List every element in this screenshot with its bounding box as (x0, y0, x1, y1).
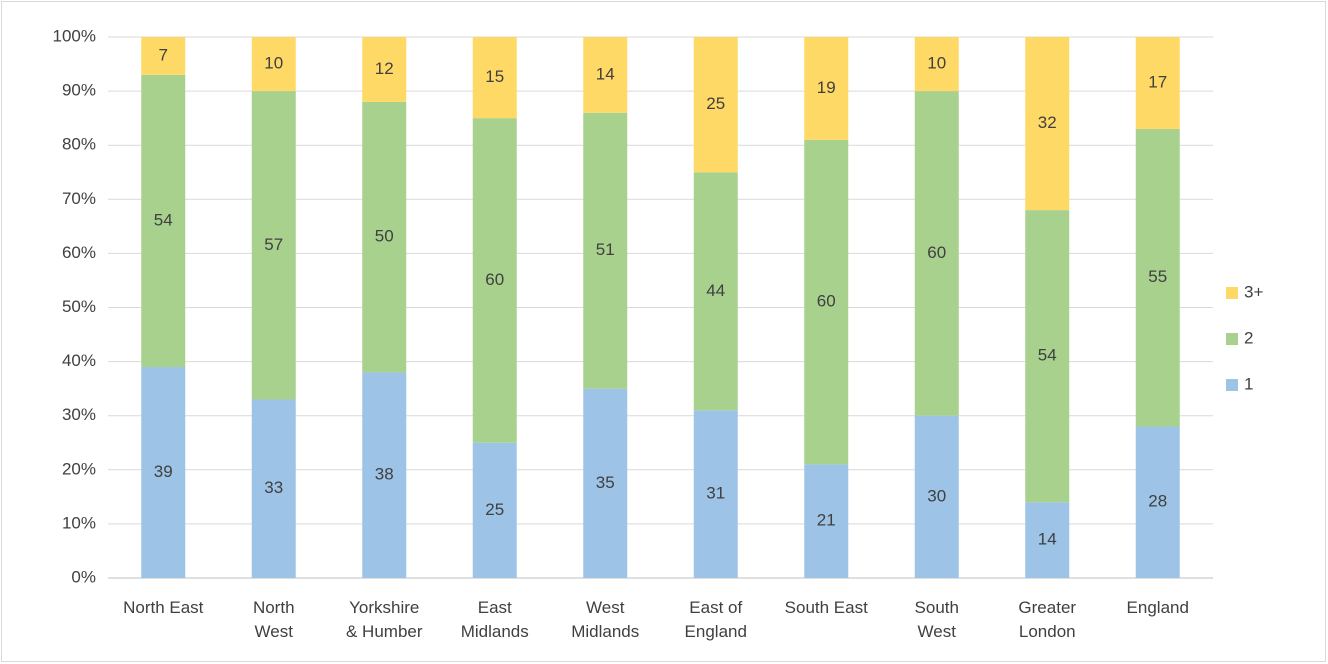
legend-swatch (1226, 379, 1238, 391)
legend-label: 3+ (1244, 282, 1263, 301)
bar-segment (472, 37, 517, 119)
bar-segment (804, 464, 849, 578)
data-label: 10 (264, 54, 283, 73)
data-label: 30 (927, 486, 946, 505)
data-label: 10 (927, 54, 946, 73)
bar-segment (251, 399, 296, 578)
bar-segment (914, 415, 959, 578)
y-tick-label: 100% (53, 26, 96, 45)
bar-segment (362, 37, 407, 102)
data-label: 57 (264, 235, 283, 254)
bar-segment (141, 74, 186, 368)
y-tick-label: 90% (62, 81, 96, 100)
x-tick-label: North West (252, 598, 295, 641)
legend-swatch (1226, 287, 1238, 299)
x-tick-label: South West (914, 598, 959, 641)
x-tick-label: East of England (684, 598, 747, 641)
data-label: 12 (375, 59, 394, 78)
data-label: 35 (596, 473, 615, 492)
bar-segment (804, 37, 849, 140)
data-label: 50 (375, 227, 394, 246)
legend-swatch (1226, 333, 1238, 345)
bar-segment (1025, 37, 1070, 211)
bar-segment (472, 118, 517, 443)
data-label: 17 (1148, 72, 1167, 91)
bar-segment (1135, 426, 1180, 578)
data-label: 60 (817, 292, 836, 311)
bar-segment (804, 139, 849, 465)
y-tick-label: 10% (62, 513, 96, 532)
bar-segment (693, 410, 738, 578)
bar-segment (914, 37, 959, 92)
bar-segment (1025, 210, 1070, 503)
data-label: 21 (817, 511, 836, 530)
data-label: 25 (706, 94, 725, 113)
bar-segment (141, 367, 186, 578)
y-tick-label: 80% (62, 135, 96, 154)
data-label: 54 (1038, 346, 1057, 365)
bar-segment (583, 388, 628, 578)
bar-segment (583, 112, 628, 389)
data-label: 51 (596, 240, 615, 259)
y-tick-label: 70% (62, 189, 96, 208)
data-label: 14 (596, 64, 615, 83)
x-tick-label: West Midlands (571, 598, 640, 641)
bar-segment (141, 37, 186, 75)
y-tick-label: 60% (62, 243, 96, 262)
x-tick-label: South East (784, 598, 868, 617)
x-tick-label: North East (123, 598, 204, 617)
data-label: 15 (485, 67, 504, 86)
bar-segment (251, 91, 296, 400)
bar-segment (1135, 128, 1180, 427)
bar-segment (1135, 37, 1180, 129)
data-label: 54 (154, 210, 173, 229)
data-label: 44 (706, 281, 725, 300)
x-tick-label: England (1126, 598, 1189, 617)
data-label: 19 (817, 78, 836, 97)
data-label: 60 (485, 270, 504, 289)
legend-label: 2 (1244, 328, 1253, 347)
data-label: 14 (1038, 530, 1057, 549)
data-label: 55 (1148, 267, 1167, 286)
bar-segment (362, 101, 407, 373)
y-tick-label: 0% (71, 567, 96, 586)
data-label: 38 (375, 465, 394, 484)
data-label: 28 (1148, 492, 1167, 511)
data-label: 32 (1038, 113, 1057, 132)
y-tick-label: 30% (62, 405, 96, 424)
bar-segment (362, 372, 407, 578)
y-tick-label: 20% (62, 459, 96, 478)
bar-segment (914, 91, 959, 416)
data-label: 31 (706, 484, 725, 503)
bar-segment (472, 442, 517, 578)
data-label: 60 (927, 243, 946, 262)
y-tick-label: 40% (62, 351, 96, 370)
data-label: 39 (154, 462, 173, 481)
data-label: 7 (159, 45, 168, 64)
y-tick-label: 50% (62, 297, 96, 316)
data-label: 33 (264, 478, 283, 497)
bar-segment (251, 37, 296, 92)
x-tick-label: East Midlands (460, 598, 529, 641)
x-tick-label: Yorkshire & Humber (345, 598, 423, 641)
bar-segment (693, 172, 738, 411)
data-label: 25 (485, 500, 504, 519)
x-tick-label: Greater London (1018, 598, 1077, 641)
legend-label: 1 (1244, 374, 1253, 393)
bar-segment (693, 37, 738, 173)
bar-segment (583, 37, 628, 113)
bar-segment (1025, 502, 1070, 578)
